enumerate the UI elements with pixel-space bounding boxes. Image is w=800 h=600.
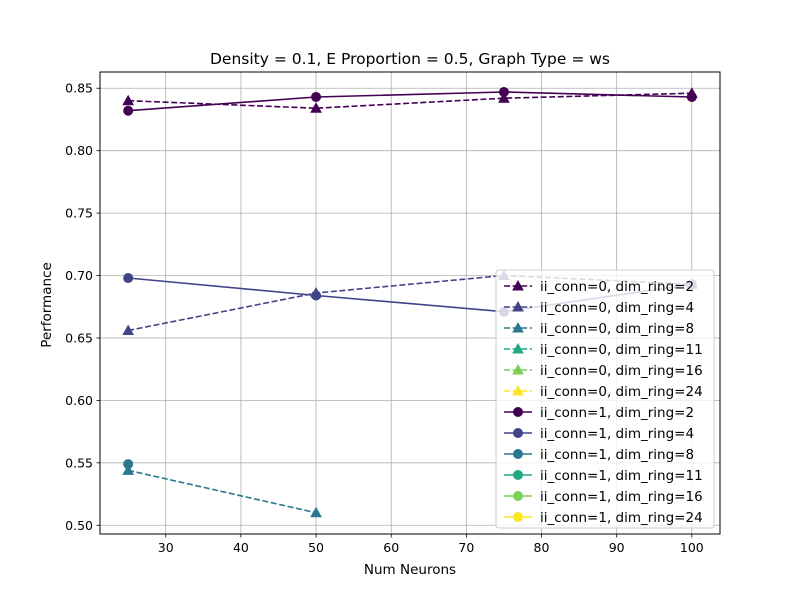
legend-label: ii_conn=0, dim_ring=2 bbox=[540, 279, 694, 295]
x-tick-label: 40 bbox=[233, 540, 249, 555]
legend-label: ii_conn=0, dim_ring=4 bbox=[540, 300, 694, 316]
data-point bbox=[310, 102, 322, 113]
y-axis-label: Performance bbox=[39, 262, 55, 348]
chart-title: Density = 0.1, E Proportion = 0.5, Graph… bbox=[210, 50, 610, 68]
legend-marker bbox=[512, 384, 524, 396]
legend-label: ii_conn=0, dim_ring=8 bbox=[540, 321, 694, 337]
legend-marker bbox=[512, 321, 524, 333]
legend-label: ii_conn=1, dim_ring=2 bbox=[540, 405, 694, 421]
data-point bbox=[122, 324, 135, 335]
legend-entry: ii_conn=1, dim_ring=4 bbox=[504, 426, 694, 442]
legend-marker bbox=[513, 449, 523, 459]
y-tick-label: 0.50 bbox=[65, 518, 93, 533]
legend-marker bbox=[512, 300, 524, 312]
x-tick-label: 100 bbox=[680, 540, 704, 555]
series-8 bbox=[123, 459, 134, 470]
series-0 bbox=[122, 87, 698, 113]
legend-label: ii_conn=1, dim_ring=24 bbox=[540, 510, 703, 526]
legend-entry: ii_conn=1, dim_ring=8 bbox=[504, 447, 694, 463]
y-tick-label: 0.85 bbox=[65, 81, 93, 96]
legend-entry: ii_conn=0, dim_ring=11 bbox=[504, 342, 703, 358]
y-tick-label: 0.80 bbox=[65, 143, 93, 158]
legend-marker bbox=[513, 428, 523, 438]
data-point bbox=[123, 273, 134, 284]
legend: ii_conn=0, dim_ring=2 ii_conn=0, dim_ring… bbox=[495, 269, 715, 529]
y-tick-label: 0.70 bbox=[65, 268, 93, 283]
legend-entry: ii_conn=1, dim_ring=2 bbox=[504, 405, 694, 421]
data-point bbox=[311, 290, 322, 301]
legend-marker bbox=[513, 512, 523, 522]
series-2 bbox=[122, 464, 322, 518]
x-tick-label: 60 bbox=[383, 540, 399, 555]
data-point bbox=[310, 506, 322, 518]
y-tick-label: 0.60 bbox=[65, 393, 93, 408]
data-point bbox=[498, 86, 509, 97]
data-point bbox=[122, 94, 135, 106]
legend-marker bbox=[513, 407, 523, 417]
series-6 bbox=[123, 86, 697, 116]
x-tick-label: 30 bbox=[158, 540, 174, 555]
legend-entry: ii_conn=0, dim_ring=4 bbox=[504, 300, 694, 316]
x-tick-label: 70 bbox=[458, 540, 474, 555]
legend-entry: ii_conn=0, dim_ring=2 bbox=[504, 279, 694, 295]
legend-box bbox=[495, 269, 715, 529]
legend-label: ii_conn=1, dim_ring=11 bbox=[540, 468, 703, 484]
legend-label: ii_conn=1, dim_ring=16 bbox=[540, 489, 703, 505]
x-axis-label: Num Neurons bbox=[364, 562, 456, 578]
legend-entry: ii_conn=0, dim_ring=8 bbox=[504, 321, 694, 337]
legend-marker bbox=[512, 279, 524, 291]
legend-entry: ii_conn=1, dim_ring=16 bbox=[504, 489, 703, 505]
series-line bbox=[128, 92, 692, 110]
x-tick-label: 80 bbox=[534, 540, 550, 555]
legend-entry: ii_conn=1, dim_ring=24 bbox=[504, 510, 703, 526]
data-point bbox=[123, 459, 134, 470]
tick-layer: 30 40 50 60 70 80 90 100 0.50 0.55 0.60 0.65 0.70 0.7… bbox=[65, 81, 704, 555]
y-tick-label: 0.75 bbox=[65, 206, 93, 221]
series-line bbox=[128, 469, 317, 514]
legend-marker bbox=[513, 470, 523, 480]
x-tick-label: 50 bbox=[308, 540, 324, 555]
data-point bbox=[311, 91, 322, 102]
legend-entry: ii_conn=0, dim_ring=16 bbox=[504, 363, 703, 379]
legend-entry: ii_conn=1, dim_ring=11 bbox=[504, 468, 703, 484]
data-point bbox=[122, 464, 135, 475]
series-line bbox=[128, 91, 692, 112]
legend-label: ii_conn=0, dim_ring=16 bbox=[540, 363, 703, 379]
legend-label: ii_conn=1, dim_ring=8 bbox=[540, 447, 694, 463]
data-point bbox=[498, 92, 510, 103]
legend-marker bbox=[513, 491, 523, 501]
legend-marker bbox=[512, 363, 524, 375]
legend-entry: ii_conn=0, dim_ring=24 bbox=[504, 384, 703, 400]
legend-label: ii_conn=1, dim_ring=4 bbox=[540, 426, 694, 442]
legend-marker bbox=[512, 342, 524, 354]
x-tick-label: 90 bbox=[609, 540, 625, 555]
y-tick-label: 0.55 bbox=[65, 455, 93, 470]
y-tick-label: 0.65 bbox=[65, 330, 93, 345]
data-point bbox=[123, 105, 134, 116]
plot-frame bbox=[99, 71, 721, 535]
data-point bbox=[686, 91, 697, 102]
legend-label: ii_conn=0, dim_ring=24 bbox=[540, 384, 703, 400]
legend-label: ii_conn=0, dim_ring=11 bbox=[540, 342, 703, 358]
